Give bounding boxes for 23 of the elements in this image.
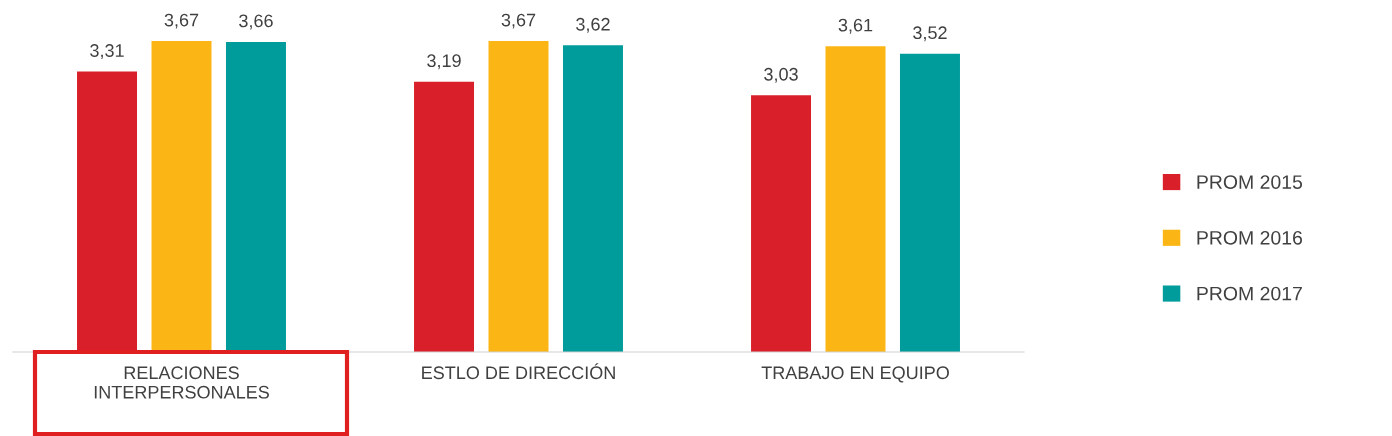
data-label: 3,52 — [913, 26, 947, 42]
legend-label: PROM 2015 — [1197, 175, 1303, 189]
data-label: 3,03 — [764, 67, 798, 83]
x-tick-label: RELACIONES INTERPERSONALES — [94, 366, 269, 399]
legend-label: PROM 2016 — [1197, 230, 1303, 245]
data-label: 3,67 — [501, 13, 536, 29]
data-label: 3,61 — [838, 18, 873, 34]
x-tick-label: TRABAJO EN EQUIPO — [761, 366, 949, 383]
x-tick-label: ESTLO DE DIRECCIÓN — [422, 363, 615, 380]
bar — [562, 45, 623, 352]
bar — [751, 95, 812, 352]
bar — [899, 53, 960, 352]
legend-label: PROM 2017 — [1197, 286, 1302, 301]
bar — [414, 81, 475, 352]
data-label: 3,31 — [90, 44, 124, 60]
bar — [825, 46, 886, 352]
bar — [151, 41, 212, 352]
data-label: 3,19 — [427, 54, 461, 70]
bar — [488, 41, 549, 352]
data-label: 3,67 — [164, 13, 199, 29]
data-label: 3,62 — [576, 17, 610, 33]
data-label: 3,66 — [239, 14, 273, 30]
bar — [225, 41, 286, 352]
